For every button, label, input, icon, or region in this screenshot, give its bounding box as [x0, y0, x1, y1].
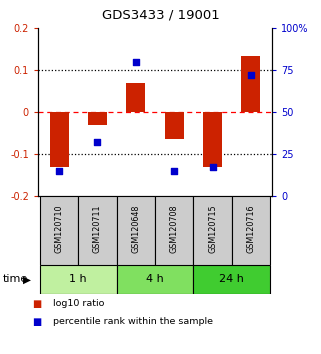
- Text: log10 ratio: log10 ratio: [53, 299, 104, 308]
- Bar: [126, 82, 145, 112]
- Text: ■: ■: [32, 317, 41, 327]
- Point: [172, 168, 177, 173]
- Bar: [232, 196, 270, 265]
- Text: GSM120648: GSM120648: [131, 205, 140, 253]
- Text: 24 h: 24 h: [219, 274, 244, 285]
- Bar: [203, 112, 222, 167]
- Bar: [117, 265, 193, 294]
- Text: 1 h: 1 h: [69, 274, 87, 285]
- Bar: [241, 56, 261, 112]
- Text: ■: ■: [32, 299, 41, 309]
- Bar: [78, 196, 117, 265]
- Text: percentile rank within the sample: percentile rank within the sample: [53, 318, 213, 326]
- Bar: [193, 265, 270, 294]
- Point: [95, 139, 100, 145]
- Point: [210, 165, 215, 170]
- Text: GSM120711: GSM120711: [93, 205, 102, 253]
- Bar: [40, 196, 78, 265]
- Text: GDS3433 / 19001: GDS3433 / 19001: [102, 9, 219, 22]
- Bar: [88, 112, 107, 125]
- Text: time: time: [3, 274, 29, 285]
- Text: GSM120708: GSM120708: [170, 205, 179, 253]
- Text: GSM120716: GSM120716: [247, 205, 256, 253]
- Bar: [165, 112, 184, 139]
- Text: 4 h: 4 h: [146, 274, 164, 285]
- Point: [133, 59, 138, 64]
- Bar: [49, 112, 69, 167]
- Point: [248, 72, 254, 78]
- Text: ▶: ▶: [23, 274, 31, 285]
- Bar: [117, 196, 155, 265]
- Text: GSM120710: GSM120710: [55, 205, 64, 253]
- Bar: [155, 196, 193, 265]
- Point: [56, 168, 62, 173]
- Bar: [193, 196, 232, 265]
- Bar: [40, 265, 117, 294]
- Text: GSM120715: GSM120715: [208, 205, 217, 253]
